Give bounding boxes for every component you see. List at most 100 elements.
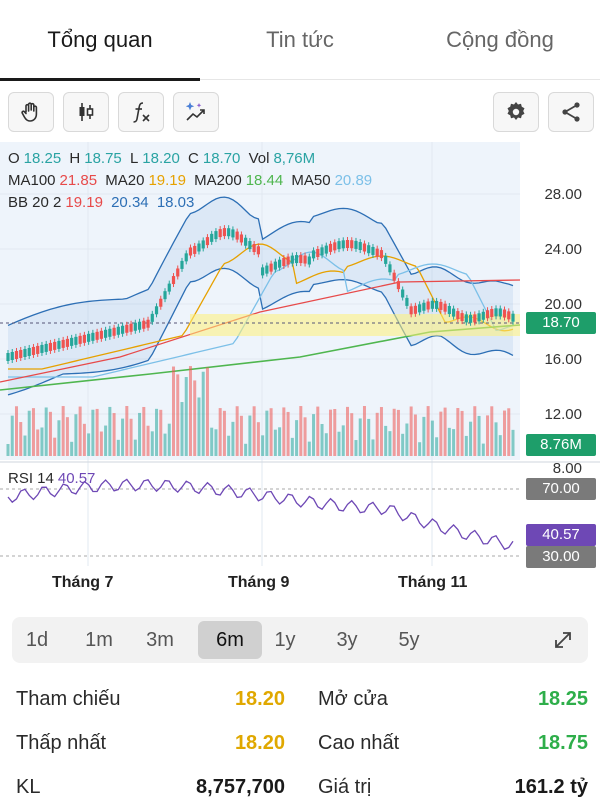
volume-bar	[125, 406, 129, 456]
period-1d[interactable]: 1d	[25, 629, 49, 651]
settings-icon	[504, 100, 528, 124]
price-chart[interactable]: O 18.25 H 18.75 L 18.20 C 18.70 Vol 8,76M MA1…	[0, 142, 600, 572]
candle-body	[154, 306, 159, 315]
top-tab-bar: Tổng quan Tin tức Cộng đồng	[0, 0, 600, 81]
candle-body	[112, 327, 116, 336]
period-6m[interactable]: 6m	[198, 621, 262, 659]
volume-bar	[303, 417, 307, 456]
candle-body	[464, 314, 468, 323]
candle-body	[27, 347, 31, 356]
volume-bar	[430, 420, 434, 456]
volume-bar	[295, 420, 299, 456]
volume-bar	[244, 443, 248, 456]
period-selector: 1d 1m 3m 6m 1y 3y 5y	[12, 617, 588, 663]
volume-bar	[422, 416, 426, 456]
volume-bar	[129, 418, 133, 456]
candle-body	[341, 240, 345, 249]
volume-bar	[460, 410, 464, 456]
candle-body	[205, 237, 210, 246]
candle-body	[142, 320, 146, 329]
candle-body	[405, 297, 409, 306]
ma50-value: 20.89	[334, 172, 373, 189]
open-price-label: Mở cửa	[318, 688, 388, 710]
candle-body	[358, 242, 362, 251]
ai-drawing-button[interactable]	[173, 92, 219, 132]
candle-body	[129, 323, 133, 332]
reference-price-value: 18.20	[234, 688, 285, 710]
chart-canvas[interactable]	[0, 142, 600, 572]
rsi-value-tag: 40.57	[526, 524, 596, 546]
candle-body	[320, 247, 324, 256]
volume-bar	[53, 437, 57, 456]
high-value: 18.75	[84, 150, 122, 167]
volume-bar	[133, 439, 137, 456]
period-3m[interactable]: 3m	[146, 629, 174, 651]
period-3y[interactable]: 3y	[336, 629, 358, 651]
period-1y[interactable]: 1y	[274, 629, 296, 651]
candle-body	[252, 244, 256, 253]
candle-body	[57, 340, 61, 349]
candle-body	[392, 272, 396, 281]
candle-body	[137, 321, 142, 330]
candle-body	[324, 245, 328, 254]
volume-bar	[324, 433, 328, 456]
tab-news[interactable]: Tin tức	[266, 27, 334, 52]
candle-body	[248, 241, 252, 250]
candle-body	[477, 313, 481, 322]
volume-bar	[99, 431, 103, 456]
volume-bar	[498, 435, 502, 456]
candle-body	[388, 264, 392, 273]
volume-bar	[350, 413, 354, 456]
candlestick-icon	[74, 100, 98, 124]
candle-body	[447, 306, 451, 315]
candle-body	[426, 301, 430, 310]
ma100-line	[0, 279, 521, 383]
chart-settings-button[interactable]	[493, 92, 539, 132]
volume-bar	[218, 408, 222, 456]
candle-body	[150, 313, 154, 322]
candle-body	[82, 334, 86, 343]
candle-body	[239, 234, 244, 243]
candle-body	[439, 301, 443, 310]
ma50-label: MA50	[291, 172, 331, 189]
chart-type-button[interactable]	[63, 92, 109, 132]
candle-body	[413, 305, 417, 314]
hand-tool-button[interactable]	[8, 92, 54, 132]
open-label: O	[8, 150, 20, 167]
bb-lower-value: 18.03	[156, 194, 195, 211]
indicators-button[interactable]	[118, 92, 164, 132]
volume-bar	[490, 406, 494, 456]
volume-bar	[464, 435, 468, 456]
volume-bar	[239, 415, 243, 456]
period-5y[interactable]: 5y	[398, 629, 420, 651]
volume-bar	[205, 367, 209, 456]
candle-body	[201, 240, 205, 249]
volume-bar	[222, 410, 226, 456]
volume-bar	[138, 412, 142, 456]
volume-bar	[341, 425, 345, 456]
sparkle-drawing-icon	[183, 99, 209, 125]
volume-bar	[167, 423, 171, 456]
tab-community[interactable]: Cộng đồng	[446, 27, 554, 52]
fullscreen-button[interactable]	[548, 625, 578, 655]
volume-label: Vol	[248, 150, 270, 167]
volume-stat-label: KL	[16, 776, 41, 798]
volume-bar	[405, 423, 409, 456]
volume-bar	[108, 406, 112, 456]
candle-body	[10, 351, 14, 360]
volume-bar	[286, 411, 290, 456]
candle-body	[65, 338, 70, 347]
period-1m[interactable]: 1m	[85, 629, 113, 651]
share-button[interactable]	[548, 92, 594, 132]
candle-body	[14, 350, 19, 359]
volume-bar	[193, 380, 197, 456]
volume-bar	[384, 425, 388, 456]
volume-bar	[447, 427, 451, 456]
ma50-line	[8, 251, 514, 378]
volume-stat-value: 8,757,700	[196, 776, 285, 798]
volume-bar	[282, 407, 286, 456]
tab-overview[interactable]: Tổng quan	[0, 0, 200, 81]
candle-body	[460, 313, 464, 322]
candle-body	[40, 344, 44, 353]
candle-body	[337, 241, 341, 250]
